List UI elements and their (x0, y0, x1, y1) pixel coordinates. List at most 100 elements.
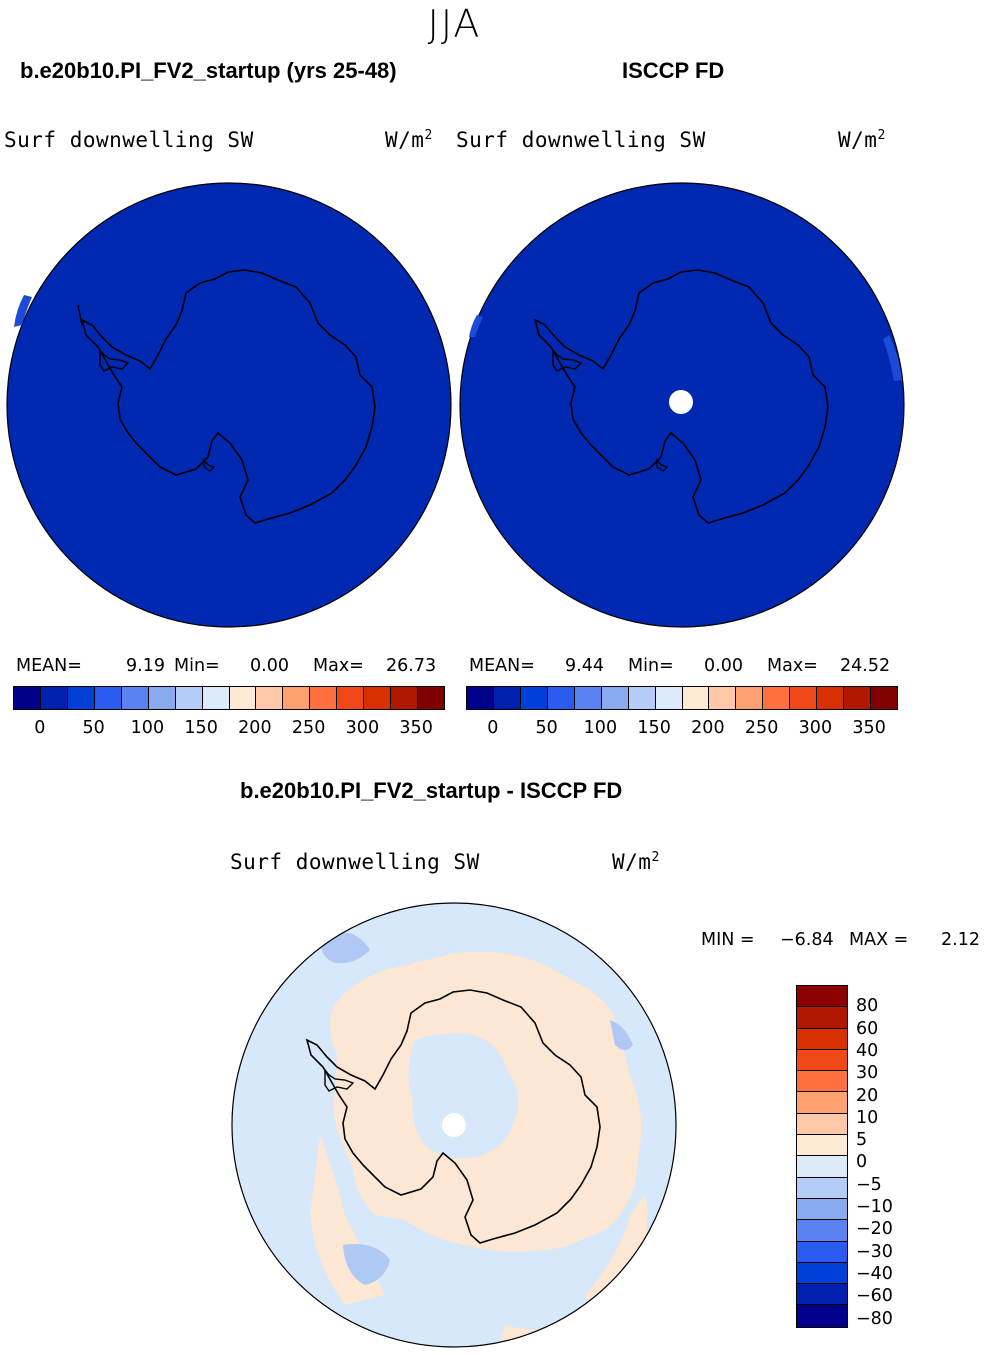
diff-title: b.e20b10.PI_FV2_startup - ISCCP FD (240, 778, 623, 803)
negative-patch-nw (321, 932, 370, 964)
colorbar-tick-label: 350 (399, 718, 433, 738)
colorbar-tick-label: −10 (856, 1197, 893, 1217)
colorbar-swatch (467, 687, 494, 709)
panel2-mean-label: MEAN= (469, 656, 535, 676)
colorbar-tick-label: 100 (130, 718, 165, 738)
diff-min-value: −6.84 (780, 930, 834, 950)
colorbar-swatch (94, 687, 122, 709)
diff-max-value: 2.12 (941, 930, 980, 950)
colorbar-difference (796, 985, 848, 1328)
panel1-mean-value: 9.19 (126, 656, 165, 676)
colorbar-swatch (14, 687, 41, 709)
colorbar-swatch (797, 1007, 847, 1029)
colorbar-model (13, 686, 445, 710)
diff-units: W/m2 (612, 850, 660, 874)
colorbar-swatch (310, 687, 338, 709)
colorbar-swatch (493, 687, 521, 709)
colorbar-swatch (797, 1305, 847, 1327)
colorbar-tick-label: 200 (691, 718, 725, 738)
ice-shelf-line (77, 304, 83, 326)
panel1-mean-label: MEAN= (16, 656, 82, 676)
colorbar-swatch (337, 687, 365, 709)
colorbar-swatch (763, 687, 791, 709)
colorbar-swatch (283, 687, 311, 709)
colorbar-swatch (797, 1284, 847, 1306)
colorbar-swatch (797, 1092, 847, 1114)
colorbar-swatch (797, 1156, 847, 1178)
colorbar-tick-label: −20 (856, 1219, 893, 1240)
panel1-title: b.e20b10.PI_FV2_startup (yrs 25-48) (20, 58, 397, 83)
colorbar-tick-label: 150 (637, 718, 671, 738)
panel2-min-label: Min= (628, 656, 674, 676)
colorbar-tick-label: 50 (535, 718, 558, 738)
panel2-units: W/m2 (838, 128, 886, 152)
colorbar-swatch (797, 1220, 847, 1242)
colorbar-swatch (655, 687, 683, 709)
panel1-min-value: 0.00 (250, 656, 289, 676)
colorbar-swatch (364, 687, 392, 709)
peninsula-coast (552, 348, 583, 372)
antarctica-coastline (80, 269, 376, 524)
map-model-edge-shade (14, 295, 32, 327)
missing-data-pole (442, 1113, 466, 1137)
map-obs-edge-shade (883, 335, 902, 381)
colorbar-tick-label: 20 (856, 1085, 879, 1106)
diff-min-label: MIN = (701, 930, 755, 950)
colorbar-tick-label: 250 (291, 718, 326, 738)
map-difference (231, 902, 677, 1348)
map-obs (459, 182, 905, 628)
panel2-mean-value: 9.44 (565, 656, 604, 676)
colorbar-tick-label: 200 (238, 718, 272, 738)
colorbar-swatch (797, 1135, 847, 1157)
peninsula-coast (324, 1068, 355, 1092)
colorbar-tick-label: 0 (856, 1152, 868, 1173)
colorbar-swatch (67, 687, 95, 709)
panel1-min-label: Min= (174, 656, 220, 676)
map-obs-edge-shade-2 (469, 315, 483, 337)
diff-max-label: MAX = (849, 930, 909, 950)
panel2-max-label: Max= (767, 656, 818, 676)
colorbar-swatch (797, 1177, 847, 1199)
colorbar-swatch (391, 687, 419, 709)
missing-data-pole (669, 390, 693, 414)
colorbar-swatch (797, 1241, 847, 1263)
colorbar-model-ticks: 0 50 100 150 200 250 300 350 (13, 718, 443, 740)
colorbar-tick-label: 30 (856, 1063, 879, 1084)
season-title: JJA (427, 2, 482, 46)
colorbar-swatch (797, 986, 847, 1008)
panel1-field-label: Surf downwelling SW (4, 128, 254, 152)
colorbar-tick-label: −5 (856, 1174, 882, 1195)
diff-minmax: MIN = −6.84 MAX = 2.12 (701, 930, 986, 952)
colorbar-tick-label: 50 (82, 718, 105, 738)
colorbar-tick-label: −60 (856, 1286, 893, 1307)
colorbar-obs-ticks: 0 50 100 150 200 250 300 350 (466, 718, 896, 740)
colorbar-tick-label: 40 (856, 1040, 879, 1061)
colorbar-swatch (797, 1028, 847, 1050)
colorbar-swatch (797, 1071, 847, 1093)
map-model-fill (6, 182, 452, 628)
panel2-max-value: 24.52 (840, 656, 891, 676)
colorbar-swatch (709, 687, 737, 709)
colorbar-tick-label: 0 (487, 718, 499, 738)
colorbar-swatch (628, 687, 656, 709)
panel2-title: ISCCP FD (622, 58, 725, 83)
colorbar-swatch (736, 687, 764, 709)
colorbar-swatch (229, 687, 257, 709)
panel2-stats: MEAN= 9.44 Min= 0.00 Max= 24.52 (469, 656, 899, 678)
colorbar-swatch (797, 1198, 847, 1221)
positive-east (585, 1195, 648, 1315)
colorbar-swatch (601, 687, 629, 709)
colorbar-swatch (817, 687, 845, 709)
colorbar-tick-label: −30 (856, 1241, 893, 1262)
island-outline (203, 458, 216, 472)
panel1-stats: MEAN= 9.19 Min= 0.00 Max= 26.73 (16, 656, 446, 678)
colorbar-tick-label: 5 (856, 1130, 868, 1151)
diff-outline (231, 902, 677, 1348)
island-outline (656, 458, 669, 472)
colorbar-swatch (121, 687, 149, 709)
colorbar-swatch (797, 1049, 847, 1072)
colorbar-tick-label: 250 (744, 718, 779, 738)
colorbar-swatch (844, 687, 872, 709)
colorbar-tick-label: 300 (798, 718, 833, 738)
colorbar-swatch (797, 1113, 847, 1136)
